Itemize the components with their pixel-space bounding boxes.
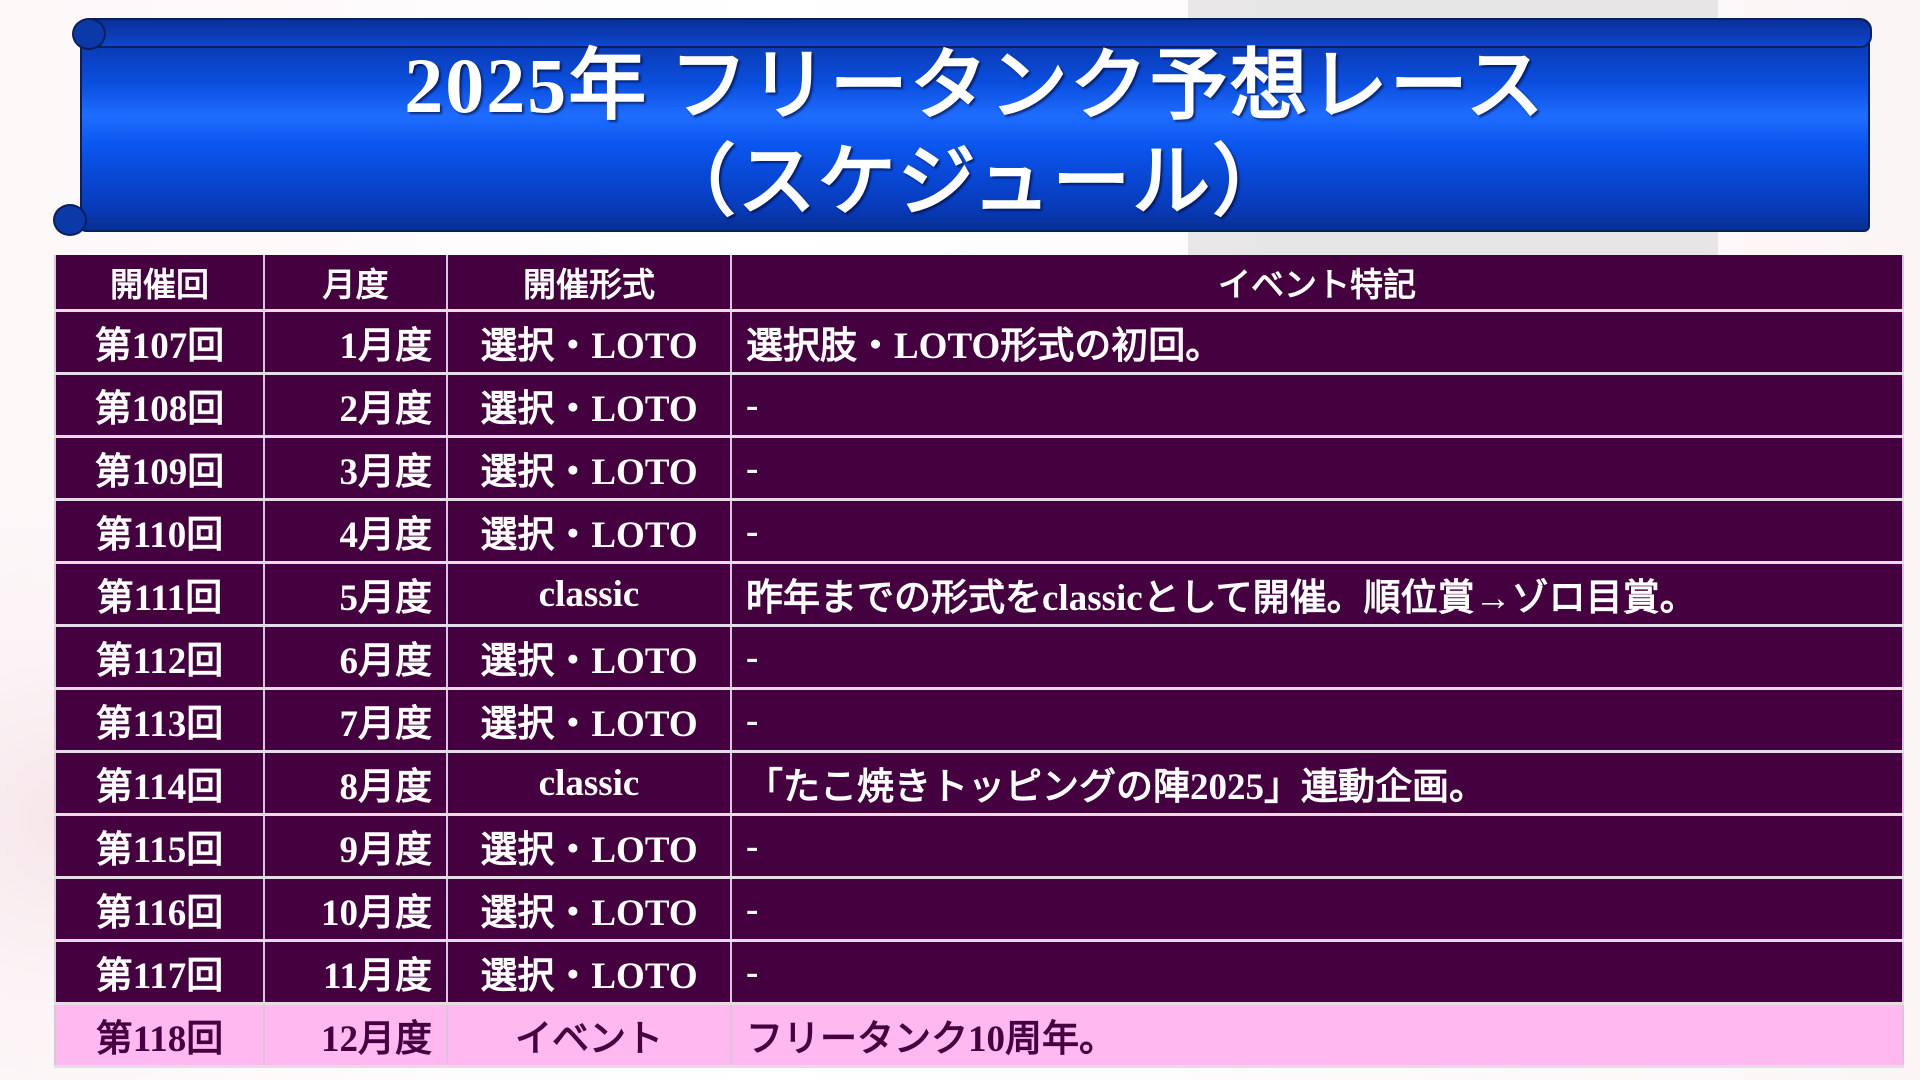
table-row: 第116回 10月度 選択・LOTO - xyxy=(54,877,1904,942)
cell-month: 9月度 xyxy=(263,814,448,879)
table-row: 第118回 12月度 イベント フリータンク10周年。 xyxy=(54,1003,1904,1068)
cell-format: 選択・LOTO xyxy=(446,940,732,1005)
cell-session: 第108回 xyxy=(54,373,265,438)
cell-format: 選択・LOTO xyxy=(446,625,732,690)
cell-month: 12月度 xyxy=(263,1003,448,1068)
banner-scroll-top xyxy=(80,18,1872,48)
cell-event-notes: - xyxy=(730,940,1904,1005)
cell-format: 選択・LOTO xyxy=(446,688,732,753)
cell-session: 第118回 xyxy=(54,1003,265,1068)
table-row: 第113回 7月度 選択・LOTO - xyxy=(54,688,1904,753)
table-row: 第114回 8月度 classic 「たこ焼きトッピングの陣2025」連動企画。 xyxy=(54,751,1904,816)
cell-month: 10月度 xyxy=(263,877,448,942)
table-row: 第111回 5月度 classic 昨年までの形式をclassicとして開催。順位賞→… xyxy=(54,562,1904,627)
title-line-1: 2025年 フリータンク予想レース xyxy=(404,42,1546,129)
table-row: 第115回 9月度 選択・LOTO - xyxy=(54,814,1904,879)
cell-month: 2月度 xyxy=(263,373,448,438)
cell-event-notes: 選択肢・LOTO形式の初回。 xyxy=(730,310,1904,375)
table-row: 第110回 4月度 選択・LOTO - xyxy=(54,499,1904,564)
cell-format: 選択・LOTO xyxy=(446,436,732,501)
cell-format: classic xyxy=(446,751,732,816)
table-row: 第109回 3月度 選択・LOTO - xyxy=(54,436,1904,501)
cell-event-notes: - xyxy=(730,688,1904,753)
title-line-2: （スケジュール） xyxy=(657,138,1293,225)
table-row: 第108回 2月度 選択・LOTO - xyxy=(54,373,1904,438)
cell-event-notes: - xyxy=(730,499,1904,564)
cell-month: 3月度 xyxy=(263,436,448,501)
cell-month: 1月度 xyxy=(263,310,448,375)
cell-format: 選択・LOTO xyxy=(446,814,732,879)
table-row: 第107回 1月度 選択・LOTO 選択肢・LOTO形式の初回。 xyxy=(54,310,1904,375)
table-header-row: 開催回 月度 開催形式 イベント特記 xyxy=(54,255,1904,312)
header-session: 開催回 xyxy=(54,255,265,312)
cell-session: 第110回 xyxy=(54,499,265,564)
cell-month: 5月度 xyxy=(263,562,448,627)
cell-session: 第107回 xyxy=(54,310,265,375)
banner-scroll xyxy=(80,20,1870,232)
cell-session: 第117回 xyxy=(54,940,265,1005)
cell-format: イベント xyxy=(446,1003,732,1068)
schedule-table: 開催回 月度 開催形式 イベント特記 第107回 1月度 選択・LOTO 選択肢・LO… xyxy=(54,255,1904,1068)
cell-event-notes: - xyxy=(730,625,1904,690)
cell-session: 第116回 xyxy=(54,877,265,942)
table-row: 第112回 6月度 選択・LOTO - xyxy=(54,625,1904,690)
cell-format: 選択・LOTO xyxy=(446,877,732,942)
cell-month: 7月度 xyxy=(263,688,448,753)
cell-session: 第115回 xyxy=(54,814,265,879)
cell-event-notes: - xyxy=(730,436,1904,501)
cell-session: 第109回 xyxy=(54,436,265,501)
cell-session: 第114回 xyxy=(54,751,265,816)
cell-format: 選択・LOTO xyxy=(446,499,732,564)
cell-session: 第112回 xyxy=(54,625,265,690)
title-banner: 2025年 フリータンク予想レース （スケジュール） xyxy=(53,18,1872,236)
cell-month: 4月度 xyxy=(263,499,448,564)
cell-event-notes: - xyxy=(730,814,1904,879)
cell-session: 第111回 xyxy=(54,562,265,627)
cell-format: classic xyxy=(446,562,732,627)
cell-event-notes: 昨年までの形式をclassicとして開催。順位賞→ゾロ目賞。 xyxy=(730,562,1904,627)
cell-month: 11月度 xyxy=(263,940,448,1005)
cell-format: 選択・LOTO xyxy=(446,373,732,438)
scroll-curl-icon xyxy=(72,18,106,50)
cell-month: 6月度 xyxy=(263,625,448,690)
cell-format: 選択・LOTO xyxy=(446,310,732,375)
cell-event-notes: - xyxy=(730,373,1904,438)
scroll-curl-icon xyxy=(53,204,87,236)
cell-month: 8月度 xyxy=(263,751,448,816)
header-event-notes: イベント特記 xyxy=(730,255,1904,312)
cell-session: 第113回 xyxy=(54,688,265,753)
page-title: 2025年 フリータンク予想レース （スケジュール） xyxy=(80,38,1870,230)
header-month: 月度 xyxy=(263,255,448,312)
table-row: 第117回 11月度 選択・LOTO - xyxy=(54,940,1904,1005)
cell-event-notes: フリータンク10周年。 xyxy=(730,1003,1904,1068)
cell-event-notes: 「たこ焼きトッピングの陣2025」連動企画。 xyxy=(730,751,1904,816)
header-format: 開催形式 xyxy=(446,255,732,312)
cell-event-notes: - xyxy=(730,877,1904,942)
